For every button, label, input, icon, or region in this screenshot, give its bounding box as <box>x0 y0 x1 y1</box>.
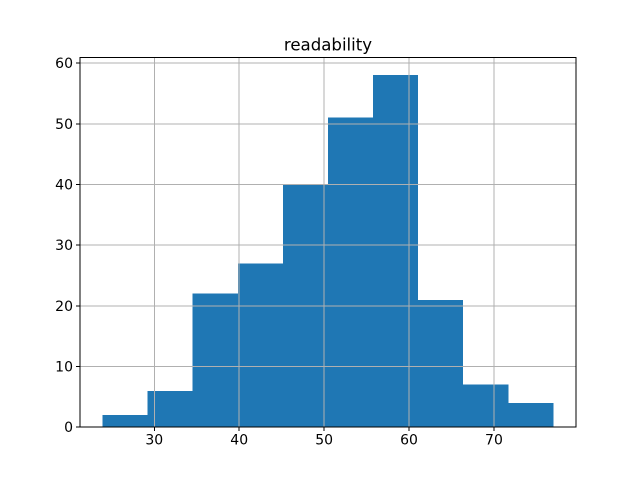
histogram-bar <box>147 390 193 428</box>
x-tick-label: 70 <box>485 433 503 449</box>
x-tick-label: 40 <box>230 433 248 449</box>
histogram-bar <box>373 75 419 428</box>
axes-layer: 30 40 50 60 70 0 10 20 30 40 50 60 <box>55 56 577 449</box>
y-tick-label: 20 <box>55 299 73 315</box>
histogram-bar <box>327 117 374 428</box>
histogram-bar <box>192 293 238 428</box>
y-tick-label: 50 <box>55 117 73 133</box>
histogram-bar <box>102 415 148 428</box>
y-tick-label: 60 <box>55 56 73 72</box>
y-tick-label: 40 <box>55 177 73 193</box>
axes-spines <box>79 57 577 428</box>
x-tick-label: 50 <box>315 433 333 449</box>
y-tick-label: 0 <box>64 420 73 436</box>
grid-layer <box>80 57 576 428</box>
histogram-bar <box>237 263 283 428</box>
histogram-bar <box>463 384 509 428</box>
y-tick-label: 30 <box>55 238 73 254</box>
x-tick-label: 30 <box>145 433 163 449</box>
histogram-bar <box>418 299 464 428</box>
bars-layer <box>102 75 554 428</box>
y-tick-label: 10 <box>55 360 73 376</box>
x-tick-label: 60 <box>400 433 418 449</box>
chart-title: readability <box>284 36 372 55</box>
histogram-bar <box>508 402 554 428</box>
